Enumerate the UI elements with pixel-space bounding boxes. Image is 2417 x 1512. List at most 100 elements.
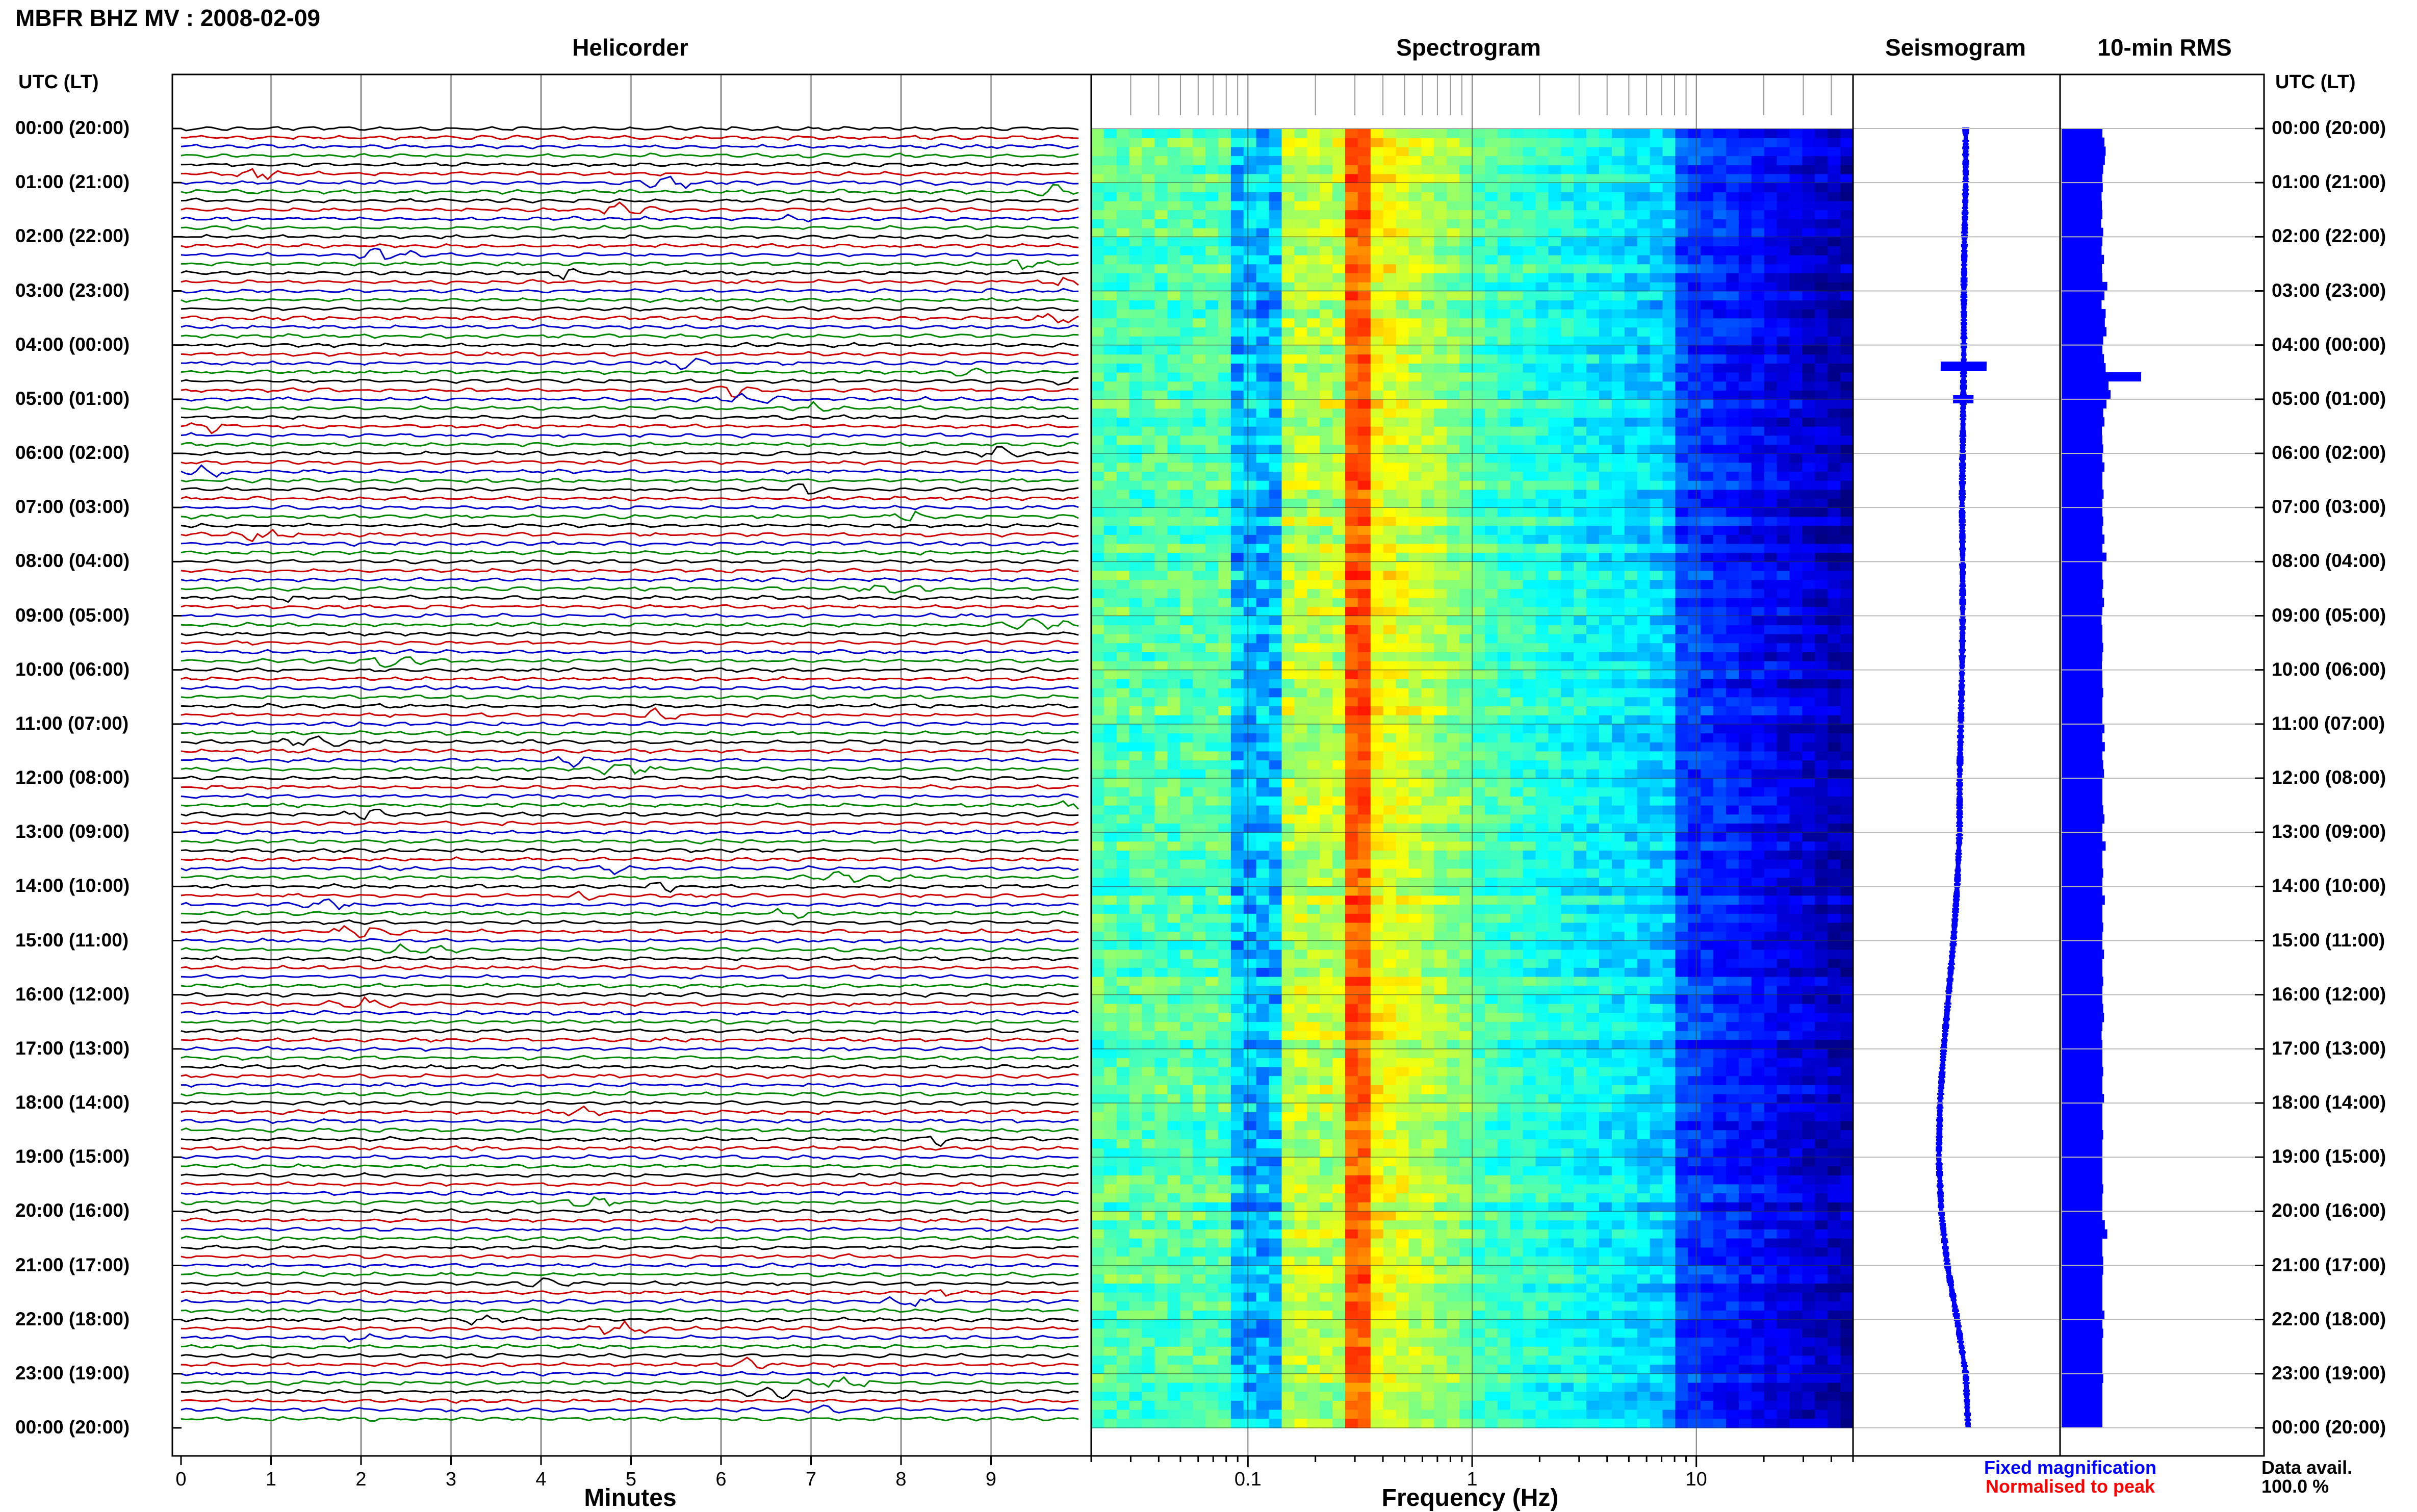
spectrogram-cell	[1752, 571, 1765, 581]
spectrogram-cell	[1142, 427, 1155, 437]
spectrogram-cell	[1129, 625, 1143, 635]
spectrogram-cell	[1612, 661, 1625, 671]
spectrogram-cell	[1332, 318, 1346, 328]
spectrogram-cell	[1409, 544, 1422, 554]
spectrogram-cell	[1472, 733, 1485, 743]
spectrogram-cell	[1104, 526, 1117, 535]
spectrogram-cell	[1218, 435, 1231, 445]
spectrogram-cell	[1307, 435, 1320, 445]
spectrogram-cell	[1231, 544, 1244, 554]
spectrogram-cell	[1180, 571, 1193, 581]
spectrogram-cell	[1498, 616, 1511, 626]
spectrogram-cell	[1231, 670, 1244, 680]
spectrogram-cell	[1650, 814, 1663, 824]
spectrogram-cell	[1320, 454, 1333, 464]
spectrogram-cell	[1548, 346, 1561, 355]
spectrogram-cell	[1117, 688, 1130, 698]
spectrogram-cell	[1332, 327, 1346, 337]
spectrogram-cell	[1498, 273, 1511, 283]
spectrogram-cell	[1434, 526, 1447, 535]
spectrogram-cell	[1180, 418, 1193, 427]
spectrogram-cell	[1726, 408, 1739, 418]
spectrogram-cell	[1726, 697, 1739, 707]
spectrogram-cell	[1713, 508, 1727, 518]
spectrogram-cell	[1599, 824, 1612, 833]
spectrogram-cell	[1421, 517, 1434, 527]
spectrogram-cell	[1282, 408, 1295, 418]
spectrogram-cell	[1282, 751, 1295, 761]
spectrogram-cell	[1193, 706, 1206, 716]
spectrogram-cell	[1688, 679, 1701, 689]
spectrogram-cell	[1840, 661, 1854, 671]
spectrogram-cell	[1129, 201, 1143, 211]
spectrogram-cell	[1091, 228, 1104, 238]
spectrogram-cell	[1510, 381, 1524, 391]
spectrogram-cell	[1129, 760, 1143, 770]
spectrogram-cell	[1828, 526, 1841, 535]
spectrogram-cell	[1409, 408, 1422, 418]
spectrogram-cell	[1612, 580, 1625, 590]
spectrogram-cell	[1320, 616, 1333, 626]
spectrogram-cell	[1345, 607, 1358, 617]
spectrogram-cell	[1383, 797, 1397, 806]
spectrogram-cell	[1828, 391, 1841, 400]
spectrogram-cell	[1840, 670, 1854, 680]
spectrogram-cell	[1244, 210, 1257, 220]
spectrogram-cell	[1650, 418, 1663, 427]
spectrogram-cell	[1548, 733, 1561, 743]
spectrogram-cell	[1637, 481, 1651, 491]
spectrogram-cell	[1180, 337, 1193, 346]
spectrogram-cell	[1688, 751, 1701, 761]
spectrogram-cell	[1777, 797, 1790, 806]
spectrogram-cell	[1383, 697, 1397, 707]
spectrogram-cell	[1180, 147, 1193, 157]
spectrogram-cell	[1764, 652, 1778, 662]
spectrogram-cell	[1840, 697, 1854, 707]
spectrogram-cell	[1320, 679, 1333, 689]
spectrogram-cell	[1447, 806, 1460, 815]
spectrogram-cell	[1777, 481, 1790, 491]
spectrogram-cell	[1117, 508, 1130, 518]
spectrogram-cell	[1459, 129, 1473, 139]
spectrogram-cell	[1205, 381, 1219, 391]
spectrogram-cell	[1701, 670, 1714, 680]
spectrogram-cell	[1117, 715, 1130, 725]
spectrogram-cell	[1688, 427, 1701, 437]
spectrogram-cell	[1688, 264, 1701, 274]
spectrogram-cell	[1320, 435, 1333, 445]
spectrogram-cell	[1345, 255, 1358, 265]
spectrogram-cell	[1599, 147, 1612, 157]
spectrogram-cell	[1180, 129, 1193, 139]
spectrogram-cell	[1561, 156, 1574, 166]
spectrogram-cell	[1701, 607, 1714, 617]
spectrogram-cell	[1205, 508, 1219, 518]
spectrogram-cell	[1104, 192, 1117, 202]
spectrogram-cell	[1752, 806, 1765, 815]
spectrogram-cell	[1701, 418, 1714, 427]
spectrogram-cell	[1117, 454, 1130, 464]
spectrogram-cell	[1396, 327, 1409, 337]
spectrogram-cell	[1777, 499, 1790, 508]
spectrogram-cell	[1104, 346, 1117, 355]
spectrogram-cell	[1167, 264, 1180, 274]
spectrogram-cell	[1650, 427, 1663, 437]
spectrogram-cell	[1421, 562, 1434, 572]
spectrogram-cell	[1599, 733, 1612, 743]
spectrogram-cell	[1840, 310, 1854, 319]
spectrogram-cell	[1790, 661, 1803, 671]
spectrogram-cell	[1612, 435, 1625, 445]
spectrogram-cell	[1421, 535, 1434, 545]
spectrogram-cell	[1434, 742, 1447, 752]
spectrogram-cell	[1663, 427, 1676, 437]
spectrogram-cell	[1840, 814, 1854, 824]
spectrogram-cell	[1523, 779, 1536, 788]
spectrogram-cell	[1409, 724, 1422, 734]
spectrogram-cell	[1167, 138, 1180, 148]
spectrogram-cell	[1129, 670, 1143, 680]
spectrogram-cell	[1472, 535, 1485, 545]
spectrogram-cell	[1739, 255, 1752, 265]
spectrogram-cell	[1840, 291, 1854, 301]
spectrogram-cell	[1383, 526, 1397, 535]
spectrogram-cell	[1129, 526, 1143, 535]
spectrogram-cell	[1764, 418, 1778, 427]
